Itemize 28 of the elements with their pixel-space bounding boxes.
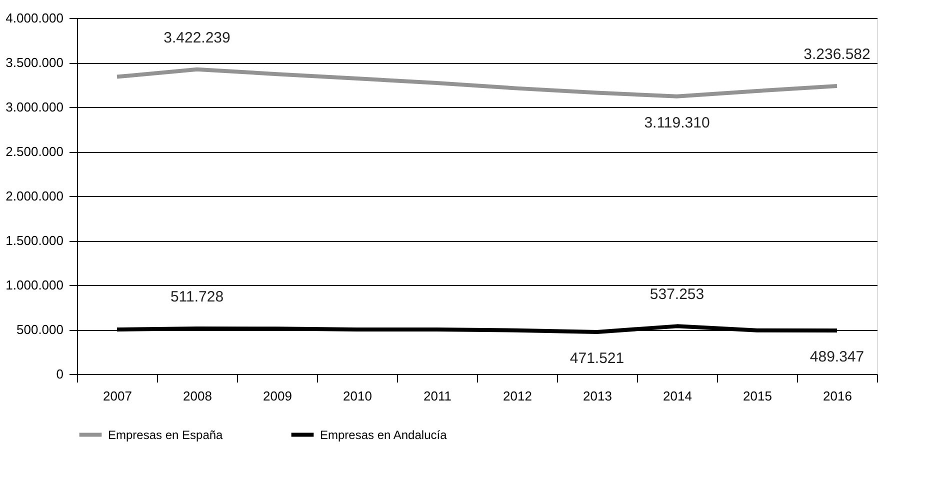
data-label: 3.119.310 xyxy=(644,114,710,132)
x-tick-label: 2007 xyxy=(103,388,132,404)
x-tick-label: 2009 xyxy=(263,388,292,404)
y-tick-label: 500.000 xyxy=(16,322,64,337)
x-tick-label: 2008 xyxy=(183,388,212,404)
x-tick-label: 2010 xyxy=(343,388,372,404)
data-label: 537.253 xyxy=(650,286,704,304)
y-tick-label: 2.000.000 xyxy=(6,188,64,204)
y-tick-label: 1.000.000 xyxy=(6,278,64,292)
y-tick-label: 3.000.000 xyxy=(6,100,64,114)
y-tick-label: 0 xyxy=(56,366,64,382)
legend-label: Empresas en España xyxy=(108,428,224,442)
data-label: 471.521 xyxy=(570,350,624,368)
x-tick-label: 2015 xyxy=(743,388,772,404)
x-tick-label: 2016 xyxy=(823,388,852,404)
x-tick-label: 2014 xyxy=(663,388,692,404)
y-tick-label: 2.500.000 xyxy=(6,144,64,159)
data-label: 3.236.582 xyxy=(804,46,870,63)
y-tick-label: 3.500.000 xyxy=(6,55,64,70)
x-tick-label: 2011 xyxy=(424,388,452,404)
y-tick-label: 1.500.000 xyxy=(6,233,64,248)
data-label: 3.422.239 xyxy=(164,29,230,46)
data-label: 511.728 xyxy=(170,288,224,306)
y-tick-label: 4.000.000 xyxy=(6,10,64,26)
legend-label: Empresas en Andalucía xyxy=(320,428,448,442)
data-label: 489.347 xyxy=(810,348,864,366)
x-tick-label: 2012 xyxy=(503,388,532,404)
x-tick-label: 2013 xyxy=(583,388,612,404)
